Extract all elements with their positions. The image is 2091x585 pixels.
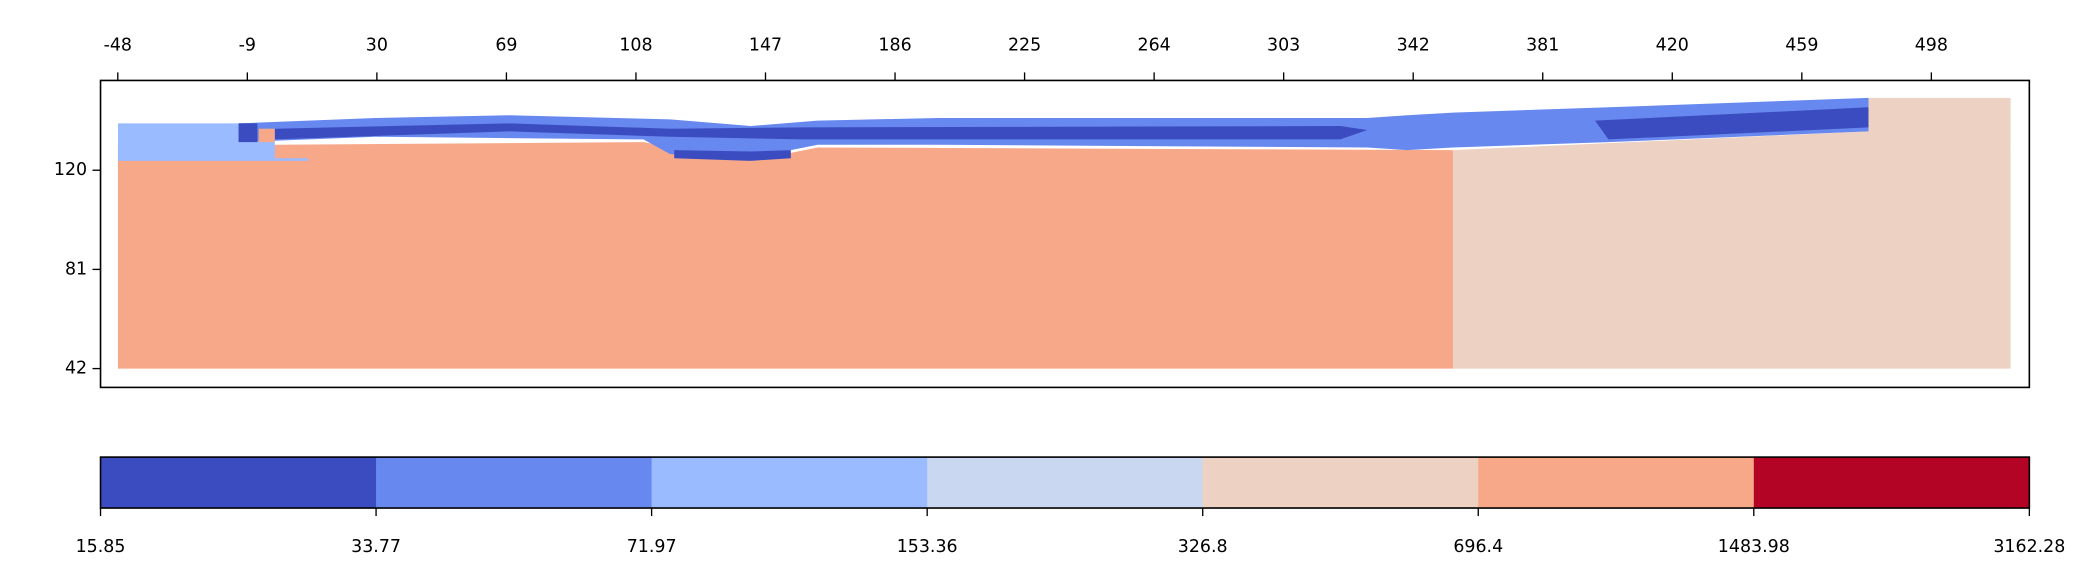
x-tick-label: -48 — [104, 36, 132, 56]
x-tick-label: 498 — [1915, 36, 1948, 56]
crust-cell — [258, 128, 275, 143]
y-tick-label: 120 — [54, 160, 87, 180]
x-tick-label: 342 — [1397, 36, 1430, 56]
colorbar-tick-label: 326.8 — [1178, 537, 1228, 557]
x-tick-label: 147 — [749, 36, 782, 56]
x-tick-label: -9 — [239, 36, 256, 56]
colorbar-segment — [376, 457, 653, 509]
colorbar-tick-label: 33.77 — [351, 537, 401, 557]
soil-region — [117, 142, 1453, 369]
soil-region — [1452, 97, 2011, 369]
x-tick-label: 303 — [1267, 36, 1300, 56]
x-tick-label: 420 — [1656, 36, 1689, 56]
x-tick-label: 381 — [1526, 36, 1559, 56]
crust-cell — [238, 123, 258, 143]
crust-band — [1595, 107, 1869, 140]
x-tick-label: 459 — [1785, 36, 1818, 56]
colorbar-tick-label: 15.85 — [76, 537, 126, 557]
colorbar-segment — [1753, 457, 2031, 509]
colorbar-segment — [927, 457, 1204, 509]
colorbar-tick-label: 696.4 — [1453, 537, 1503, 557]
x-tick-label: 225 — [1008, 36, 1041, 56]
colorbar-segment — [100, 457, 377, 509]
crust-band — [274, 123, 1368, 140]
colorbar-tick-label: 1483.98 — [1718, 537, 1790, 557]
colorbar-segment — [1478, 457, 1755, 509]
plot-frame — [99, 79, 2031, 389]
x-tick-label: 30 — [366, 36, 388, 56]
x-tick-label: 108 — [619, 36, 652, 56]
colorbar-segment — [1202, 457, 1479, 509]
colorbar-tick-label: 153.36 — [897, 537, 958, 557]
x-tick-label: 69 — [495, 36, 517, 56]
x-tick-label: 264 — [1138, 36, 1171, 56]
colorbar-frame — [99, 456, 2031, 509]
colorbar-tick-label: 71.97 — [627, 537, 677, 557]
colorbar-tick-label: 3162.28 — [1993, 537, 2065, 557]
y-tick-label: 42 — [65, 359, 87, 379]
colorbar-segment — [651, 457, 928, 509]
x-tick-label: 186 — [878, 36, 911, 56]
crust-band — [674, 150, 791, 161]
y-tick-label: 81 — [65, 259, 87, 279]
